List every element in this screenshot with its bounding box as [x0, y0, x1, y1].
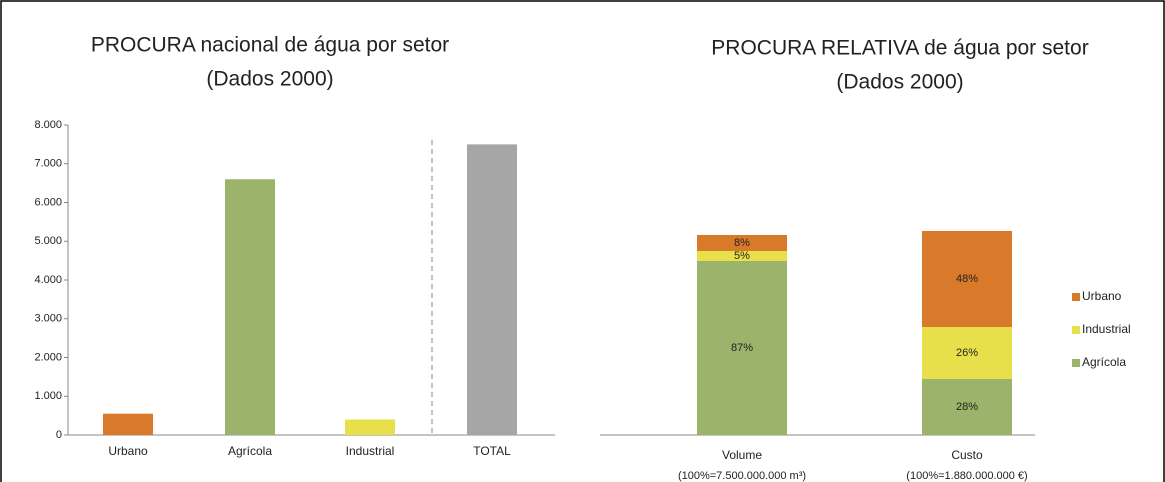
y-tick-label: 4.000 — [34, 274, 62, 286]
x-tick-label: TOTAL — [473, 444, 511, 458]
chart-subtitle: (Dados 2000) — [836, 71, 963, 94]
y-tick-label: 7.000 — [34, 158, 62, 170]
y-tick-label: 8.000 — [34, 119, 62, 131]
legend-swatch — [1072, 359, 1080, 367]
bar-segment — [922, 231, 1012, 327]
bar-segment — [922, 379, 1012, 435]
x-tick-label: Custo — [951, 448, 983, 462]
bar — [345, 419, 395, 435]
value-label: 8% — [734, 237, 750, 249]
legend-swatch — [1072, 293, 1080, 301]
x-tick-label: Volume — [722, 448, 762, 462]
x-tick-label: Industrial — [346, 444, 395, 458]
chart-title: PROCURA nacional de água por setor — [91, 34, 449, 57]
y-tick-label: 0 — [56, 429, 62, 441]
y-tick-label: 6.000 — [34, 196, 62, 208]
value-label: 48% — [956, 273, 978, 285]
value-label: 5% — [734, 250, 750, 262]
bar-segment — [697, 235, 787, 251]
x-tick-note: (100%=1.880.000.000 €) — [906, 470, 1027, 482]
y-tick-label: 2.000 — [34, 351, 62, 363]
legend-swatch — [1072, 326, 1080, 334]
bar-segment — [697, 261, 787, 435]
value-label: 26% — [956, 347, 978, 359]
x-tick-label: Agrícola — [228, 444, 272, 458]
bar-segment — [922, 327, 1012, 379]
y-tick-label: 5.000 — [34, 235, 62, 247]
chart-subtitle: (Dados 2000) — [206, 68, 333, 91]
legend-label: Agrícola — [1082, 355, 1126, 369]
x-tick-label: Urbano — [108, 444, 148, 458]
bar-segment — [697, 251, 787, 261]
bar — [103, 413, 153, 435]
bar — [467, 144, 517, 435]
x-tick-note: (100%=7.500.000.000 m³) — [678, 470, 806, 482]
value-label: 87% — [731, 342, 753, 354]
chart-title: PROCURA RELATIVA de água por setor — [711, 37, 1088, 60]
y-tick-label: 3.000 — [34, 313, 62, 325]
legend-label: Industrial — [1082, 322, 1131, 336]
value-label: 28% — [956, 401, 978, 413]
y-tick-label: 1.000 — [34, 390, 62, 402]
legend-label: Urbano — [1082, 289, 1122, 303]
bar — [225, 179, 275, 435]
